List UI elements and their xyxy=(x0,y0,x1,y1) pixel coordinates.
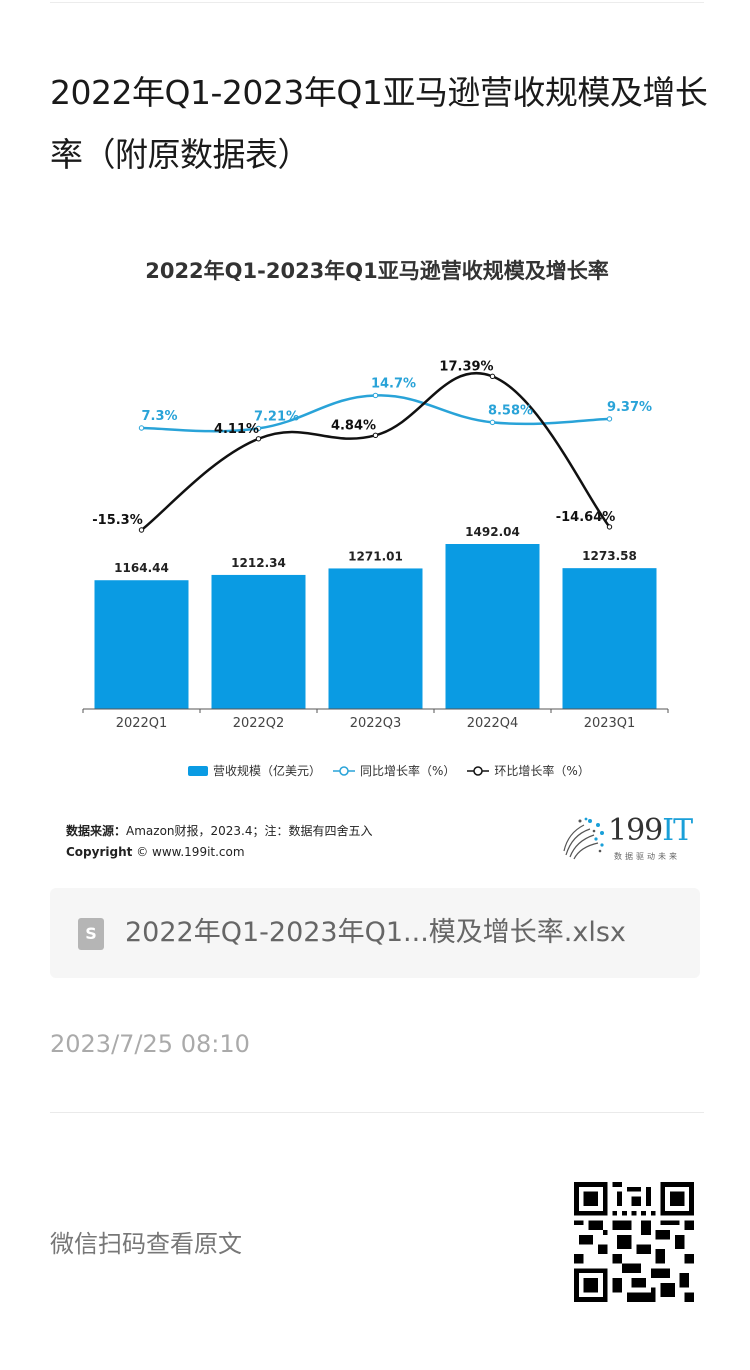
revenue-bar xyxy=(211,574,306,709)
bar-value-label: 1212.34 xyxy=(231,556,286,570)
revenue-bar xyxy=(94,580,189,709)
legend-qoq: 环比增长率（%） xyxy=(467,762,590,779)
bar-value-label: 1492.04 xyxy=(465,525,520,539)
qoq-point xyxy=(489,373,496,380)
legend-revenue-label: 营收规模（亿美元） xyxy=(213,764,322,778)
chart-plot: 2022Q1 2022Q2 2022Q3 2022Q4 2023Q1 1164.44 12… xyxy=(82,359,669,731)
yoy-point xyxy=(489,419,496,426)
bar-value-label: 1273.58 xyxy=(582,549,637,563)
page-title: 2022年Q1-2023年Q1亚马逊营收规模及增长率（附原数据表） xyxy=(50,73,708,174)
source-text: Amazon财报，2023.4；注：数据有四舍五入 xyxy=(126,824,373,838)
qoq-value-label: -14.64% xyxy=(556,510,616,525)
bar-swatch-icon xyxy=(188,765,208,776)
legend-revenue: 营收规模（亿美元） xyxy=(188,762,321,779)
qoq-point xyxy=(138,527,145,533)
qoq-value-label: 4.84% xyxy=(331,418,376,433)
chart-source: 数据来源：Amazon财报，2023.4；注：数据有四舍五入 Copyright… xyxy=(66,821,373,863)
199it-logo: 199IT 数据驱动未来 xyxy=(560,813,700,863)
logo-dots-icon xyxy=(563,817,604,860)
qoq-marker-icon xyxy=(467,765,490,776)
top-divider xyxy=(50,2,704,3)
x-tick-label: 2022Q4 xyxy=(467,716,519,731)
yoy-marker-icon xyxy=(333,765,356,776)
yoy-point xyxy=(255,425,262,432)
x-tick-label: 2022Q3 xyxy=(350,716,402,731)
legend-yoy-label: 同比增长率（%） xyxy=(360,764,456,778)
yoy-value-label: 7.21% xyxy=(254,409,299,424)
attachment-file-name[interactable]: 2022年Q1-2023年Q1...模及增长率.xlsx xyxy=(125,917,626,948)
x-axis-labels: 2022Q1 2022Q2 2022Q3 2022Q4 2023Q1 xyxy=(116,716,636,731)
yoy-value-label: 14.7% xyxy=(371,376,416,391)
legend-qoq-label: 环比增长率（%） xyxy=(494,764,590,778)
bar-value-label: 1271.01 xyxy=(348,549,403,563)
revenue-bar xyxy=(445,544,540,709)
qoq-value-label: 17.39% xyxy=(439,359,493,374)
revenue-bars xyxy=(94,544,657,709)
chart-title: 2022年Q1-2023年Q1亚马逊营收规模及增长率 xyxy=(145,259,609,283)
qoq-line xyxy=(140,372,611,531)
qr-code[interactable] xyxy=(574,1182,694,1302)
source-label: 数据来源： xyxy=(66,824,127,838)
yoy-value-label: 8.58% xyxy=(488,403,533,418)
revenue-bar xyxy=(562,568,657,709)
qoq-value-label: -15.3% xyxy=(92,513,143,528)
chart-image: 2022年Q1-2023年Q1亚马逊营收规模及增长率 2022Q1 2022Q2 2… xyxy=(50,225,704,875)
scan-to-view-label: 微信扫码查看原文 xyxy=(50,1230,242,1258)
yoy-point xyxy=(372,392,379,399)
yoy-value-label: 9.37% xyxy=(607,400,652,415)
x-tick-label: 2023Q1 xyxy=(584,716,636,731)
legend-yoy: 同比增长率（%） xyxy=(333,762,455,779)
qoq-point xyxy=(255,436,262,442)
yoy-value-label: 7.3% xyxy=(141,409,177,424)
logo-tagline: 数据驱动未来 xyxy=(614,852,680,861)
yoy-point xyxy=(606,416,613,422)
bar-value-label: 1164.44 xyxy=(114,561,169,575)
attachment-card[interactable]: S 2022年Q1-2023年Q1...模及增长率.xlsx xyxy=(50,888,700,978)
qoq-value-label: 4.11% xyxy=(214,422,259,437)
revenue-bar xyxy=(328,568,423,709)
copyright-label: Copyright xyxy=(66,845,133,859)
yoy-point xyxy=(138,425,145,431)
qoq-point xyxy=(372,432,379,439)
x-tick-label: 2022Q1 xyxy=(116,716,168,731)
publish-timestamp: 2023/7/25 08:10 xyxy=(50,1030,250,1058)
chart-legend: 营收规模（亿美元） 同比增长率（%） 环比增长率（%） xyxy=(188,762,590,779)
spreadsheet-file-icon: S xyxy=(78,918,104,950)
qoq-point xyxy=(606,524,613,530)
copyright-text: © www.199it.com xyxy=(136,845,245,859)
section-divider xyxy=(50,1112,704,1113)
logo-text: 199IT xyxy=(608,813,693,848)
x-tick-label: 2022Q2 xyxy=(233,716,285,731)
